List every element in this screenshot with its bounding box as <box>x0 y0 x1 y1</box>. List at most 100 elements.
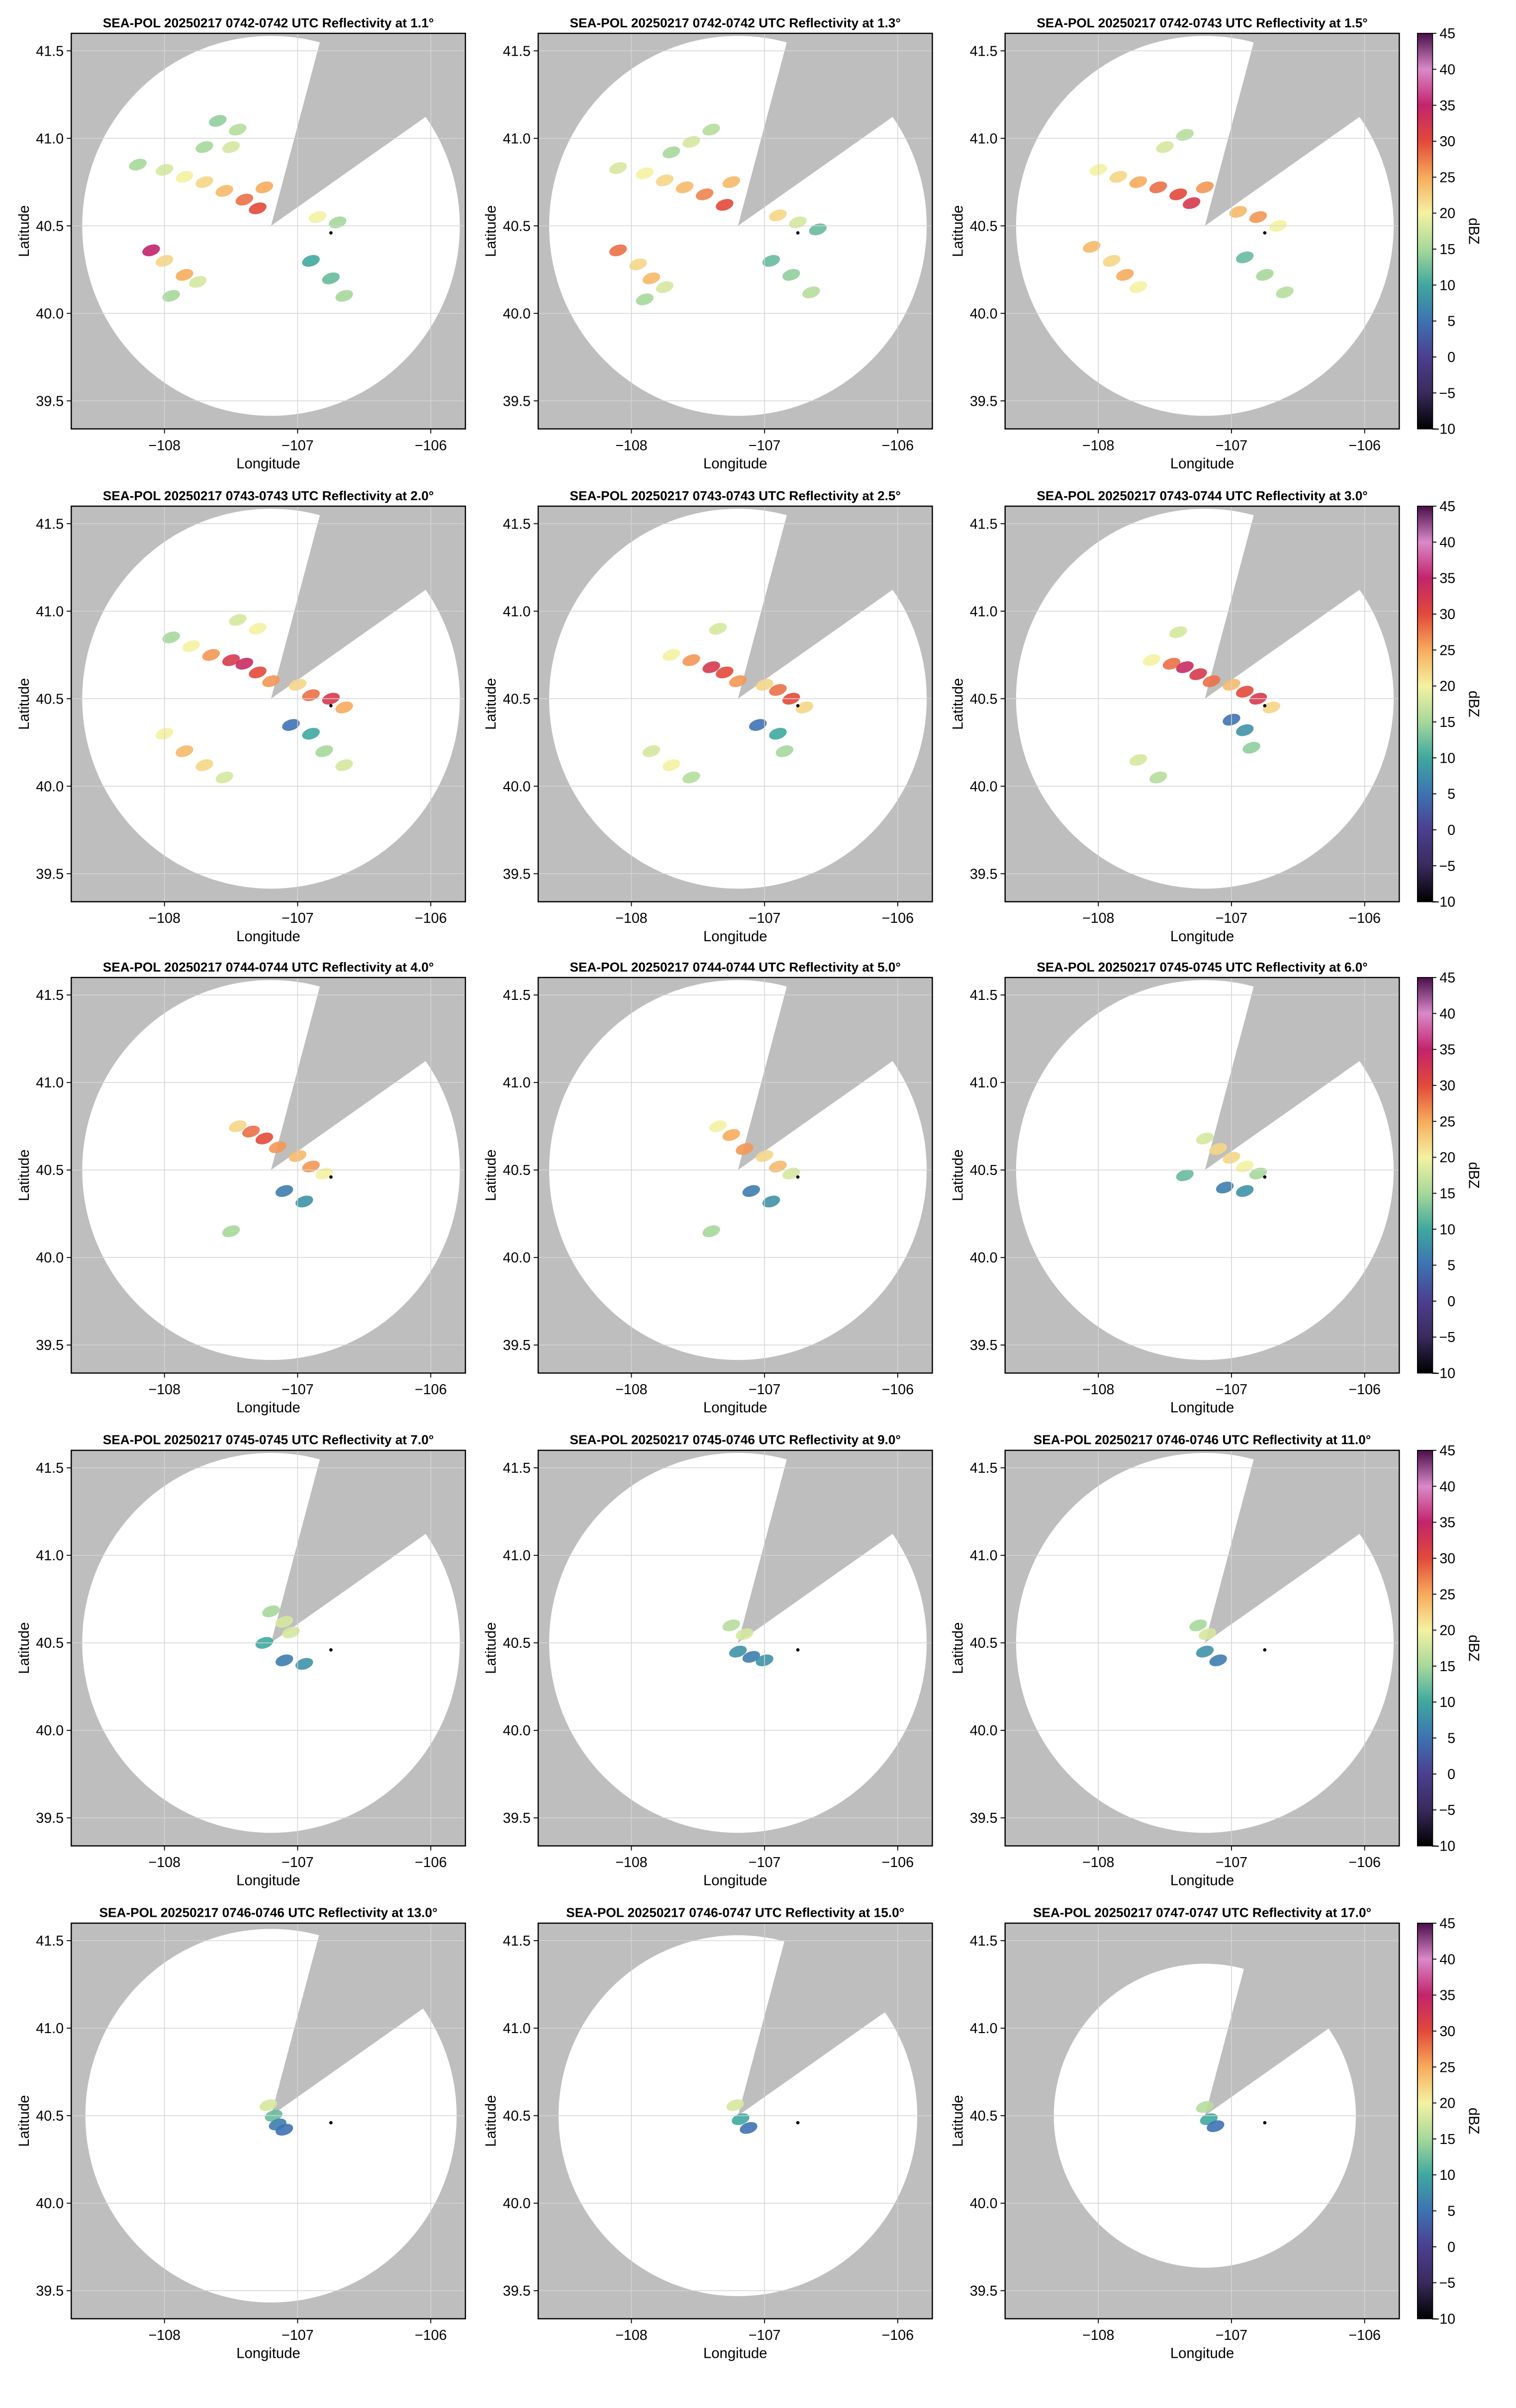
echo-cell <box>1276 286 1294 298</box>
y-tick-label: 41.0 <box>970 131 998 147</box>
echo-cell <box>249 202 267 214</box>
colorbar-tick-label: −10 <box>1431 1839 1455 1855</box>
y-tick-label: 41.0 <box>503 1548 531 1564</box>
y-tick-label: 39.5 <box>503 393 531 409</box>
panel: −108 −107 −106 39.5 40.0 40.5 41.0 41.5 SEA-POL … <box>16 15 466 472</box>
echo-cell <box>202 649 220 661</box>
y-tick-label: 39.5 <box>970 2283 998 2299</box>
panel: −108 −107 −106 39.5 40.0 40.5 41.0 41.5 SEA-POL … <box>16 960 466 1416</box>
x-axis-label: Longitude <box>703 456 767 472</box>
site-marker <box>796 231 800 235</box>
colorbar-tick-label: 0 <box>1447 1767 1455 1783</box>
echo-cell <box>295 1658 313 1670</box>
echo-cell <box>1116 268 1134 281</box>
y-axis-label: Latitude <box>950 1622 966 1674</box>
echoes <box>642 623 814 784</box>
echoes <box>726 2099 758 2134</box>
echo-cell <box>1149 181 1167 193</box>
echo-cell <box>222 654 240 666</box>
y-tick-label: 40.0 <box>36 779 64 795</box>
colorbar <box>1417 506 1433 902</box>
panel-title: SEA-POL 20250217 0742-0742 UTC Reflectiv… <box>570 15 901 30</box>
y-axis-label: Latitude <box>16 205 32 257</box>
echo-cell <box>675 181 694 193</box>
x-tick-label: −108 <box>148 1855 181 1871</box>
y-tick-label: 40.0 <box>970 306 998 322</box>
echo-cell <box>769 209 787 222</box>
echo-cell <box>295 1195 313 1208</box>
echo-cell <box>702 123 720 136</box>
echo-cell <box>322 272 340 284</box>
x-tick-label: −108 <box>615 1855 648 1871</box>
site-marker <box>796 1175 800 1179</box>
axes-frame <box>1004 977 1400 1374</box>
echo-cell <box>1129 176 1147 188</box>
colorbar-tick-label: 5 <box>1447 1258 1455 1274</box>
y-tick-label: 40.5 <box>36 1635 64 1651</box>
echo-cell <box>242 1125 260 1138</box>
echo-cell <box>195 141 213 153</box>
echo-cell <box>736 1143 754 1155</box>
echo-cell <box>1083 241 1101 253</box>
colorbar <box>1417 33 1433 430</box>
panel: −108 −107 −106 39.5 40.0 40.5 41.0 41.5 SEA-POL … <box>950 488 1481 945</box>
y-tick-label: 39.5 <box>36 393 64 409</box>
colorbar-tick-label: −10 <box>1431 1366 1455 1382</box>
echo-cell <box>1236 251 1254 264</box>
colorbar-tick-label: 15 <box>1439 242 1455 258</box>
x-tick-label: −108 <box>615 438 648 453</box>
echo-cell <box>1182 197 1201 209</box>
y-tick-label: 40.5 <box>503 218 531 234</box>
y-tick-label: 39.5 <box>36 1810 64 1826</box>
y-tick-label: 39.5 <box>970 866 998 882</box>
x-tick-label: −107 <box>749 438 781 453</box>
echo-cell <box>262 675 280 687</box>
panel-title: SEA-POL 20250217 0746-0746 UTC Reflectiv… <box>1034 1432 1371 1447</box>
x-tick-label: −107 <box>282 2327 314 2343</box>
echo-cell <box>636 167 654 179</box>
echo-cell <box>795 701 814 713</box>
echo-cell <box>775 745 794 757</box>
axes-frame <box>537 1922 933 2319</box>
echo-cell <box>682 136 700 148</box>
echo-cell <box>809 223 827 236</box>
panel-title: SEA-POL 20250217 0742-0742 UTC Reflectiv… <box>103 15 434 30</box>
y-tick-label: 39.5 <box>970 1338 998 1353</box>
echo-cell <box>729 675 747 687</box>
echo-cell <box>275 1616 293 1628</box>
colorbar-tick-label: 25 <box>1439 642 1455 658</box>
echo-cell <box>1242 741 1260 754</box>
x-tick-label: −106 <box>1348 438 1381 453</box>
echo-cell <box>762 1195 780 1208</box>
echo-cell <box>709 1120 727 1133</box>
x-tick-label: −106 <box>1348 2327 1381 2343</box>
y-tick-label: 41.0 <box>36 604 64 620</box>
y-tick-label: 41.0 <box>970 604 998 620</box>
echo-cell <box>663 649 680 661</box>
echo-cell <box>302 1160 320 1172</box>
axes-frame <box>537 505 933 902</box>
echo-cell <box>1256 268 1274 281</box>
echo-cell <box>729 1645 747 1658</box>
echo-cell <box>682 654 700 666</box>
panel-title: SEA-POL 20250217 0745-0745 UTC Reflectiv… <box>1037 960 1367 975</box>
y-tick-label: 40.5 <box>970 1162 998 1178</box>
colorbar <box>1417 1922 1433 2319</box>
colorbar-tick-label: 20 <box>1439 206 1455 222</box>
y-tick-label: 41.0 <box>36 1548 64 1564</box>
panel-title: SEA-POL 20250217 0743-0744 UTC Reflectiv… <box>1037 488 1367 503</box>
echo-cell <box>749 719 767 731</box>
echo-cell <box>176 171 193 183</box>
y-axis-label: Latitude <box>483 2095 499 2147</box>
panel: −108 −107 −106 39.5 40.0 40.5 41.0 41.5 SEA-POL … <box>16 1905 466 2362</box>
panel-title: SEA-POL 20250217 0747-0747 UTC Reflectiv… <box>1033 1905 1371 1920</box>
x-tick-label: −108 <box>148 1382 181 1398</box>
y-tick-label: 41.5 <box>36 43 64 59</box>
echo-cell <box>269 1141 286 1154</box>
y-tick-label: 39.5 <box>503 866 531 882</box>
y-tick-label: 40.5 <box>503 2108 531 2124</box>
x-tick-label: −108 <box>615 1382 648 1398</box>
y-tick-label: 40.5 <box>503 691 531 707</box>
site-marker <box>1263 231 1267 235</box>
